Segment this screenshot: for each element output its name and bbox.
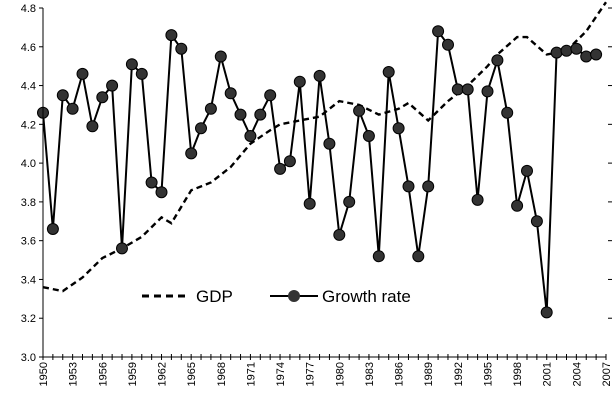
y-tick-label: 3.6 <box>21 236 36 248</box>
growth-rate-point <box>442 38 454 51</box>
growth-rate-point <box>204 102 217 115</box>
growth-rate-point <box>392 122 405 135</box>
growth-rate-point <box>56 89 69 102</box>
legend-growth-marker <box>288 290 300 302</box>
legend: GDP Growth rate <box>142 287 411 306</box>
growth-rate-point <box>165 29 178 42</box>
growth-rate-point <box>521 164 533 177</box>
growth-rate-point <box>195 122 207 135</box>
growth-rate-point <box>382 66 395 78</box>
y-tick-label: 3.0 <box>21 352 36 364</box>
growth-rate-point <box>343 195 356 208</box>
growth-rate-point <box>323 137 336 150</box>
growth-rate-point <box>96 91 109 104</box>
growth-rate-point <box>175 42 188 55</box>
x-tick-label: 1959 <box>127 362 139 386</box>
x-tick-label: 1992 <box>453 362 465 386</box>
growth-rate-point <box>145 176 158 189</box>
growth-rate-point <box>481 85 494 98</box>
growth-rate-point <box>46 223 59 235</box>
growth-rate-point <box>353 104 366 117</box>
growth-rate-point <box>244 130 257 142</box>
growth-rate-point <box>540 306 553 319</box>
y-tick-label: 4.8 <box>21 3 36 15</box>
growth-rate-point <box>234 108 247 121</box>
growth-rate-point <box>590 48 603 61</box>
growth-rate-point <box>66 102 79 115</box>
growth-rate-point <box>135 67 148 80</box>
growth-rate-point <box>461 83 474 96</box>
growth-rate-point <box>106 79 119 92</box>
growth-rate-point <box>560 44 573 57</box>
y-tick-label: 3.4 <box>21 274 36 286</box>
growth-rate-point <box>491 54 504 67</box>
growth-rate-point <box>422 180 435 193</box>
growth-rate-point <box>214 50 227 63</box>
y-tick-label: 4.2 <box>21 119 36 131</box>
x-tick-label: 1950 <box>38 362 50 386</box>
y-tick-label: 4.0 <box>21 158 36 170</box>
growth-rate-point <box>471 193 484 206</box>
growth-rate-point <box>293 75 306 88</box>
growth-rate-point <box>372 250 385 263</box>
growth-rate-point <box>511 199 524 212</box>
x-tick-label: 1965 <box>186 362 198 386</box>
x-tick-label: 2007 <box>601 362 613 386</box>
growth-rate-point <box>264 89 277 102</box>
legend-gdp-label: GDP <box>196 287 233 306</box>
x-tick-label: 1995 <box>482 362 494 386</box>
growth-rate-point <box>550 46 563 59</box>
x-tick-label: 2004 <box>571 362 583 386</box>
growth-rate-point <box>283 155 296 168</box>
x-tick-label: 1974 <box>275 362 287 386</box>
x-tick-label: 1953 <box>68 362 80 386</box>
growth-rate-point <box>224 87 237 100</box>
x-tick-label: 1962 <box>157 362 169 386</box>
growth-rate-point <box>501 106 514 119</box>
growth-rate-point <box>155 186 168 199</box>
y-tick-label: 3.8 <box>21 197 36 209</box>
growth-rate-point <box>412 250 425 263</box>
growth-rate-point <box>76 67 89 80</box>
x-tick-label: 1971 <box>245 362 257 386</box>
plot-area <box>37 1 607 319</box>
growth-rate-point <box>254 108 267 121</box>
gdp-line <box>42 1 607 293</box>
y-tick-label: 4.4 <box>21 81 36 93</box>
x-tick-label: 1956 <box>97 362 109 386</box>
growth-rate-point <box>362 130 375 142</box>
growth-rate-point <box>313 69 326 82</box>
y-tick-label: 4.6 <box>21 42 36 54</box>
growth-rate-point <box>185 147 198 160</box>
x-tick-label: 1989 <box>423 362 435 386</box>
x-tick-label: 1968 <box>216 362 228 386</box>
growth-rate-point <box>402 180 415 193</box>
growth-rate-point <box>432 25 445 38</box>
growth-rate-point <box>570 42 583 55</box>
growth-rate-point <box>451 83 464 96</box>
x-tick-label: 1986 <box>394 362 406 386</box>
growth-rate-point <box>116 242 128 255</box>
x-tick-label: 2001 <box>542 362 554 386</box>
growth-rate-point <box>125 58 138 71</box>
y-tick-label: 3.2 <box>21 313 36 325</box>
x-tick-label: 1980 <box>334 362 346 386</box>
growth-rate-point <box>530 215 543 228</box>
x-tick-label: 1998 <box>512 362 524 386</box>
growth-rate-point <box>333 228 346 241</box>
x-tick-label: 1983 <box>364 362 376 386</box>
growth-rate-point <box>274 162 287 175</box>
axes: 3.0 3.2 3.4 3.6 3.8 4.0 4.2 4.4 4.6 4.8 1950 1953 19… <box>21 3 613 386</box>
growth-rate-point <box>303 197 316 210</box>
growth-rate-point <box>86 120 99 133</box>
legend-growth-label: Growth rate <box>322 287 411 306</box>
growth-rate-point <box>580 50 593 63</box>
x-tick-label: 1977 <box>305 362 317 386</box>
